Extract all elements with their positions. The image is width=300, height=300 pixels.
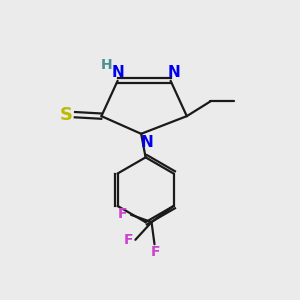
Text: N: N bbox=[111, 65, 124, 80]
Text: N: N bbox=[167, 65, 180, 80]
Text: F: F bbox=[118, 207, 128, 221]
Text: S: S bbox=[60, 106, 73, 124]
Text: N: N bbox=[141, 134, 153, 149]
Text: H: H bbox=[100, 58, 112, 73]
Text: F: F bbox=[124, 233, 134, 248]
Text: F: F bbox=[151, 245, 161, 260]
